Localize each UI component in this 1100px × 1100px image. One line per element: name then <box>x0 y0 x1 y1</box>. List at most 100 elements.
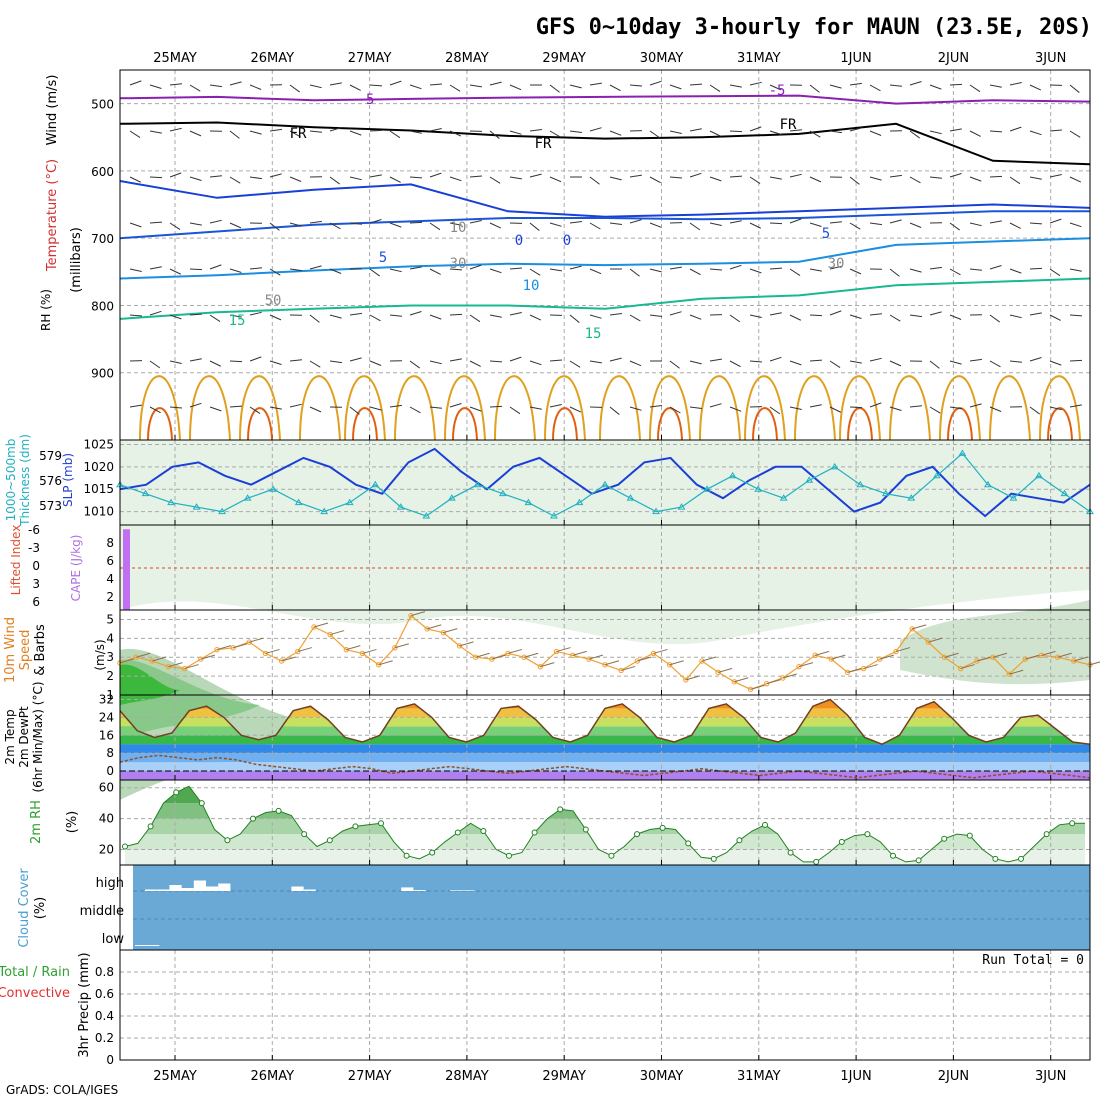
wind-barb <box>789 129 802 132</box>
wind-barb-10m <box>330 630 345 636</box>
wind-barb <box>829 360 841 368</box>
contour-hot <box>247 407 273 441</box>
thickness-tick-label: 579 <box>39 449 62 463</box>
wind-speed-marker <box>375 662 382 668</box>
contour-warm <box>649 375 691 441</box>
wind-barb-10m <box>669 660 684 666</box>
wind-barb <box>189 313 203 316</box>
wind-barb <box>229 314 242 318</box>
wind-barb <box>729 360 741 368</box>
ylabel-part: Speed <box>18 630 33 671</box>
bottom-day-label: 31MAY <box>737 1069 781 1084</box>
wind-speed-marker <box>1022 656 1029 662</box>
wind-speed-marker <box>278 658 285 664</box>
temp-band <box>120 708 1090 718</box>
wind-barb-10m <box>685 675 700 681</box>
wind-barb <box>1069 314 1083 317</box>
rh-marker <box>1043 831 1050 838</box>
rh-marker <box>762 821 768 828</box>
thickness-marker <box>371 480 380 488</box>
wind-barb <box>549 359 562 362</box>
wind-barb <box>289 268 302 272</box>
rh-marker <box>224 837 231 844</box>
slp-tick-label: 1015 <box>83 482 114 496</box>
rh-marker <box>557 806 564 813</box>
wind-barb <box>569 84 582 89</box>
wind-barb-10m <box>798 662 814 668</box>
wind-speed-marker <box>569 652 576 659</box>
wind-barb <box>149 360 161 369</box>
wind-barb <box>909 314 922 318</box>
wind-barb <box>809 314 823 317</box>
wind-barb-10m <box>1057 652 1072 658</box>
wind-speed-marker <box>650 650 657 657</box>
rh-shade-right <box>900 600 1090 685</box>
rh-marker <box>147 823 154 830</box>
wind-barb <box>269 268 281 276</box>
wind-barb <box>249 311 262 316</box>
contour-FR <box>119 121 1091 166</box>
thickness-marker <box>1060 489 1069 497</box>
temp-band <box>120 717 1090 727</box>
wind-barb <box>369 129 383 132</box>
wind-barb <box>989 314 1001 323</box>
wind-barb <box>569 265 582 270</box>
wind-barb <box>629 314 641 322</box>
wind-barb <box>489 81 502 86</box>
temp-tick-label: 8 <box>106 746 114 760</box>
wind-barb <box>1069 222 1082 228</box>
wind-barb-10m <box>216 645 232 651</box>
wind-barb <box>709 268 722 271</box>
contour-warm <box>344 375 386 441</box>
contour-label: 0 <box>563 233 571 249</box>
wind-speed-marker <box>699 658 705 664</box>
thickness-marker <box>754 485 763 492</box>
contour-label: -5 <box>358 92 375 108</box>
cloud-high-bar <box>218 883 231 891</box>
wind-speed-marker <box>618 667 624 674</box>
wind-barb <box>549 404 562 408</box>
wind-barb <box>209 360 222 367</box>
contour-label: 50 <box>265 293 282 309</box>
wind-speed-marker <box>392 645 398 651</box>
wind-barb <box>929 311 942 316</box>
wind-barb <box>429 222 441 231</box>
thickness-marker <box>524 498 533 506</box>
wind-barb <box>169 406 182 409</box>
contour-15 <box>119 277 1091 320</box>
wind-barb <box>169 268 182 275</box>
wind-barb <box>849 406 863 409</box>
wind-barb-10m <box>184 664 199 670</box>
wind-barb <box>1069 268 1082 272</box>
wind-barb <box>189 84 201 92</box>
wind-barb <box>209 264 222 270</box>
top-day-label: 25MAY <box>153 51 197 66</box>
wind-barb <box>789 268 801 276</box>
wind-barb <box>189 358 202 362</box>
contour-warm <box>299 375 341 441</box>
precip-tick-label: 0 <box>106 1053 114 1067</box>
thickness-marker <box>932 471 941 479</box>
wind-barb <box>929 176 942 179</box>
wind-barb <box>809 359 823 362</box>
temp-band <box>120 726 1090 736</box>
contour-hot <box>147 407 173 441</box>
rh-marker <box>787 849 794 856</box>
wind-barb-10m <box>831 654 846 660</box>
rh-marker <box>429 849 436 856</box>
wind-speed-marker <box>489 656 495 662</box>
bottom-day-label: 25MAY <box>153 1069 197 1084</box>
thickness-marker <box>218 507 226 515</box>
rh-band <box>125 803 1085 819</box>
wind-barb <box>629 268 640 277</box>
wind-barb <box>229 130 240 139</box>
wind-barb <box>409 84 422 90</box>
li-tick-label: 6 <box>32 595 40 609</box>
cape-bar <box>123 529 130 610</box>
wind-barb <box>589 314 602 319</box>
wind-barb <box>629 84 642 87</box>
ylabel-part: 1000~500mb <box>4 439 18 522</box>
temp-tick-label: 0 <box>106 764 114 778</box>
wind-barb <box>689 314 702 320</box>
wind-barb <box>189 176 202 181</box>
